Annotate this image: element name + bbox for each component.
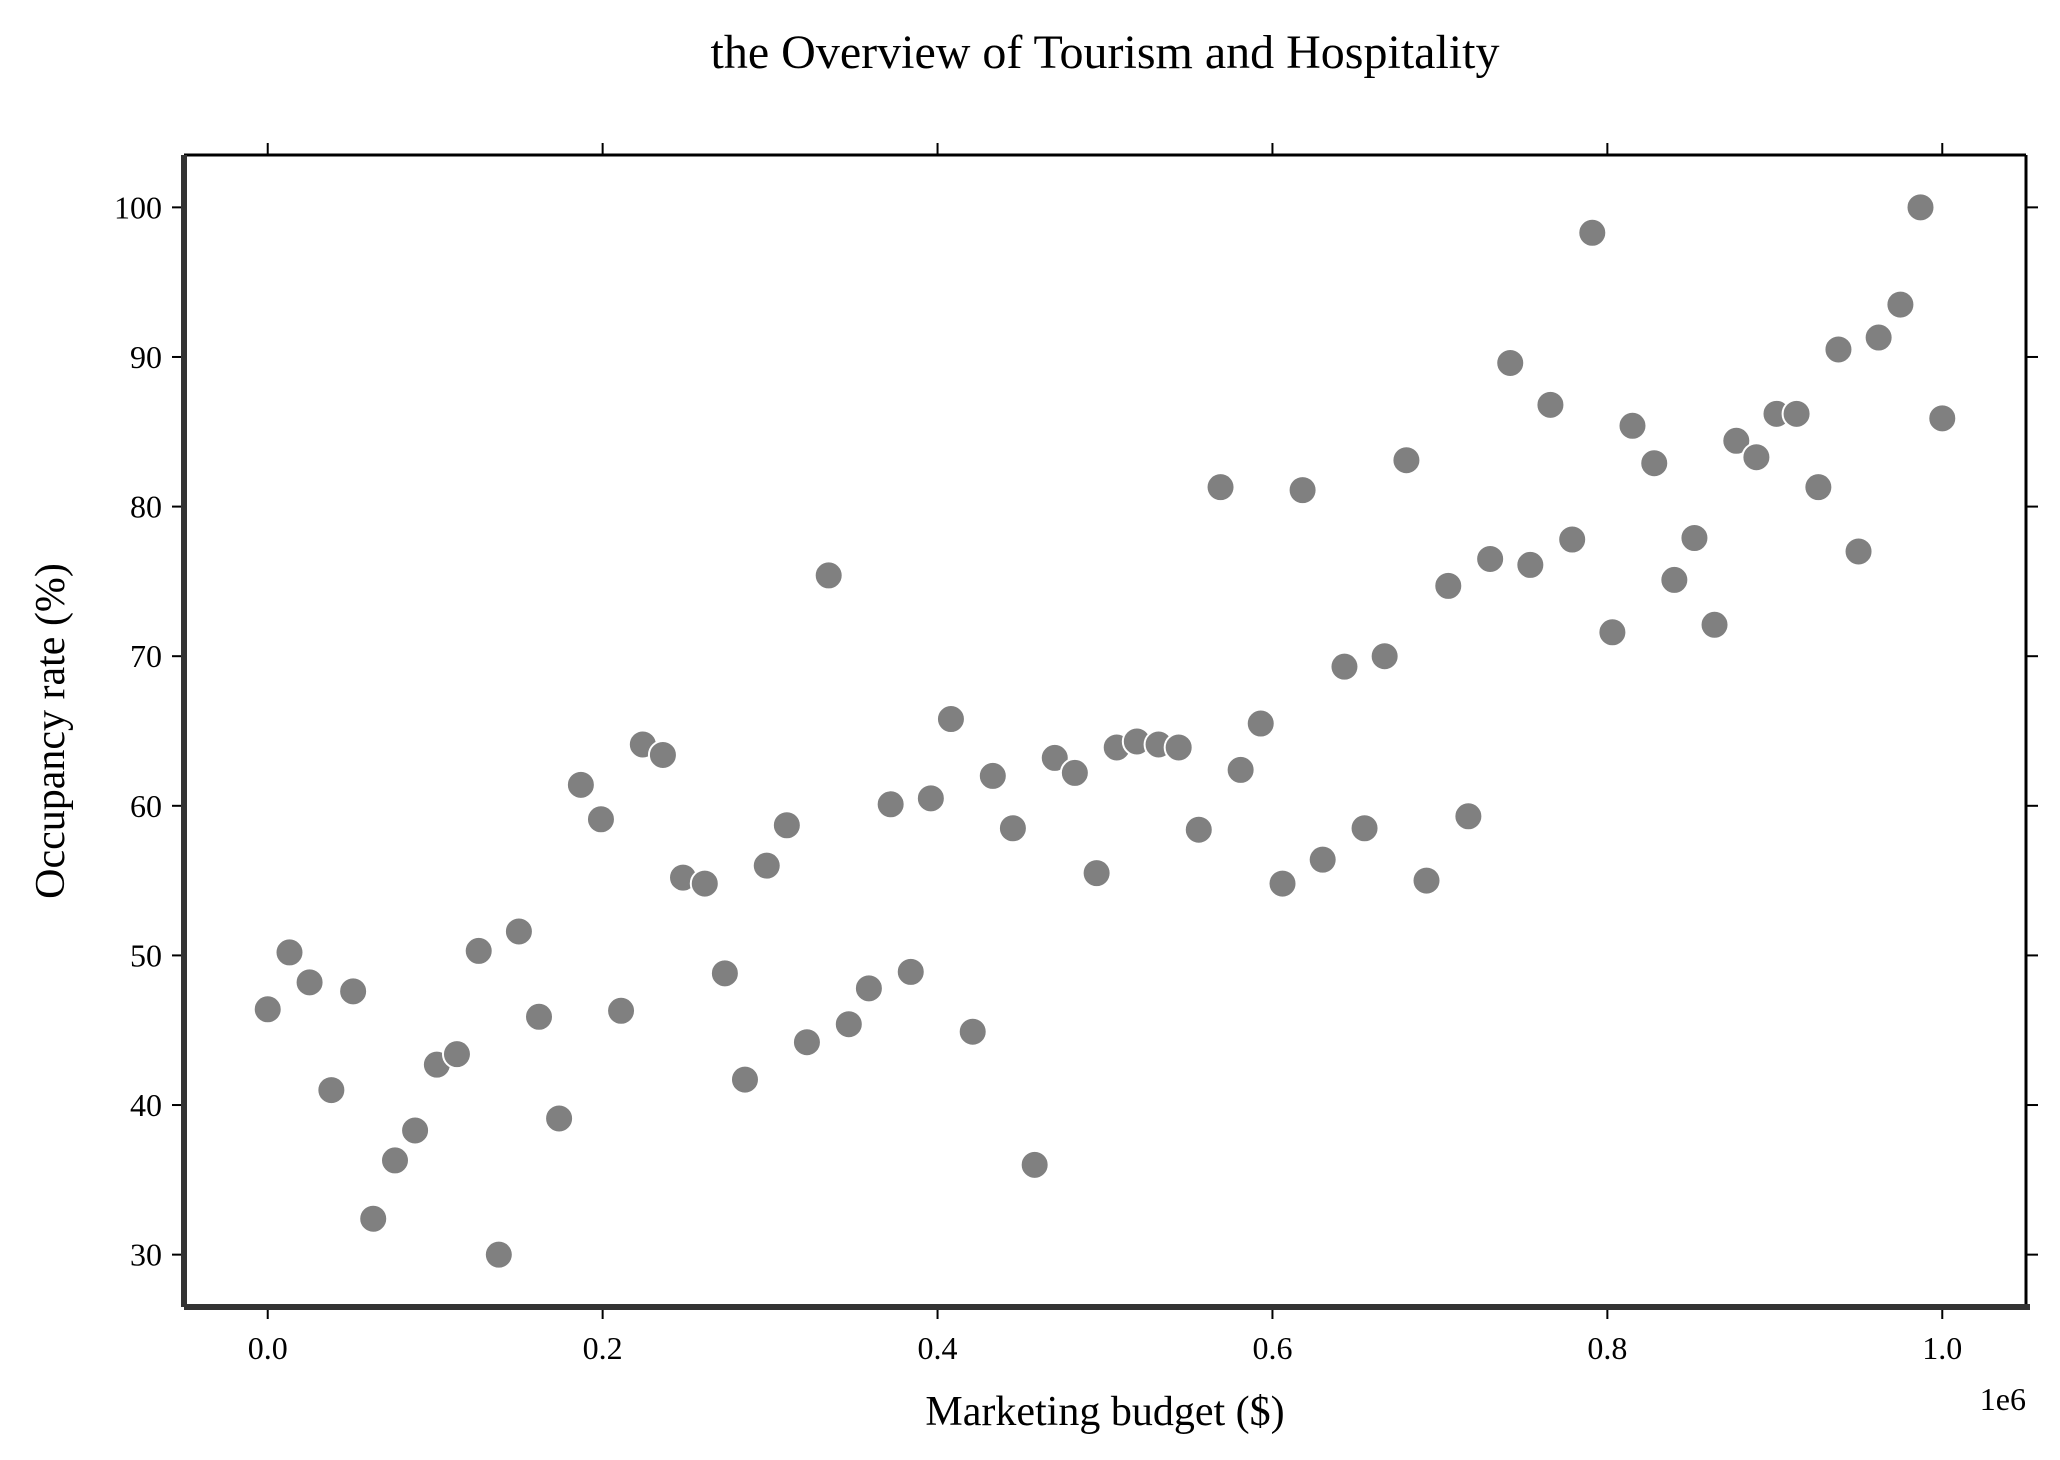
scatter-point <box>294 967 325 998</box>
scatter-point <box>1885 289 1916 320</box>
scatter-point <box>524 1001 555 1032</box>
scatter-point <box>689 868 720 899</box>
scatter-point <box>997 813 1028 844</box>
scatter-point <box>1577 217 1608 248</box>
scatter-point <box>1205 472 1236 503</box>
scatter-point <box>358 1203 389 1234</box>
y-tick-label: 70 <box>130 638 162 674</box>
y-tick-label: 40 <box>130 1087 162 1123</box>
scatter-point <box>1081 858 1112 889</box>
scatter-point <box>252 994 283 1025</box>
ticks-layer: 0.0 0.2 0.4 0.6 0.8 1.0 30 40 50 60 70 80 90 100 <box>114 143 2038 1366</box>
scatter-point <box>1059 757 1090 788</box>
scatter-point <box>483 1239 514 1270</box>
scatter-point <box>1453 801 1484 832</box>
scatter-point <box>1349 813 1380 844</box>
scatter-point <box>316 1075 347 1106</box>
scatter-point <box>1659 564 1690 595</box>
scatter-point <box>875 789 906 820</box>
scatter-point <box>1329 651 1360 682</box>
scatter-point <box>977 760 1008 791</box>
scatter-point <box>1245 708 1276 739</box>
scatter-point <box>1495 347 1526 378</box>
scatter-point <box>1905 192 1936 223</box>
scatter-point <box>1557 524 1588 555</box>
scatter-point <box>1803 472 1834 503</box>
scatter-point <box>1679 523 1710 554</box>
scatter-point <box>1391 445 1422 476</box>
scatter-point <box>1781 398 1812 429</box>
scatter-point <box>1927 403 1958 434</box>
scatter-point <box>441 1039 472 1070</box>
scatter-point <box>1369 641 1400 672</box>
scatter-point <box>771 810 802 841</box>
scatter-point <box>751 850 782 881</box>
scatter-point <box>1741 442 1772 473</box>
scatter-point <box>1639 448 1670 479</box>
y-tick-label: 30 <box>130 1237 162 1273</box>
y-tick-label: 60 <box>130 788 162 824</box>
scatter-point <box>1721 425 1752 456</box>
scatter-point <box>379 1145 410 1176</box>
scatter-point <box>813 560 844 591</box>
scatter-point <box>503 916 534 947</box>
scatter-point <box>1225 754 1256 785</box>
scatter-point <box>544 1103 575 1134</box>
x-axis-label: Marketing budget ($) <box>925 1389 1284 1435</box>
plot-frame <box>181 153 2030 1310</box>
scatter-point <box>1039 742 1070 773</box>
scatter-point <box>729 1064 760 1095</box>
scatter-point <box>1163 732 1194 763</box>
scatter-point <box>1823 334 1854 365</box>
scatter-point <box>1411 865 1442 896</box>
scatter-point <box>400 1115 431 1146</box>
scatter-point <box>1843 536 1874 567</box>
y-tick-label: 90 <box>130 339 162 375</box>
scatter-point <box>1597 617 1628 648</box>
scatter-point <box>833 1009 864 1040</box>
x-axis-offset-label: 1e6 <box>1980 1381 2026 1417</box>
scatter-point <box>463 935 494 966</box>
y-tick-label: 80 <box>130 489 162 525</box>
scatter-point <box>647 739 678 770</box>
scatter-point <box>606 995 637 1026</box>
scatter-point <box>1307 844 1338 875</box>
scatter-point <box>1699 609 1730 640</box>
scatter-point <box>791 1027 822 1058</box>
scatter-point <box>585 804 616 835</box>
scatter-point <box>1863 322 1894 353</box>
scatter-point <box>1267 868 1298 899</box>
scatter-point <box>338 976 369 1007</box>
scatter-point <box>1515 549 1546 580</box>
x-tick-label: 0.4 <box>918 1330 958 1366</box>
points-layer <box>252 192 1958 1270</box>
scatter-point <box>709 958 740 989</box>
scatter-point <box>565 769 596 800</box>
scatter-point <box>1535 389 1566 420</box>
scatter-point <box>1183 814 1214 845</box>
scatter-point <box>1475 543 1506 574</box>
x-tick-label: 0.0 <box>248 1330 288 1366</box>
x-tick-label: 0.8 <box>1587 1330 1627 1366</box>
y-tick-label: 100 <box>114 189 162 225</box>
scatter-point <box>1019 1149 1050 1180</box>
scatter-point <box>1617 410 1648 441</box>
x-tick-label: 0.2 <box>583 1330 623 1366</box>
scatter-point <box>274 937 305 968</box>
scatter-point <box>957 1016 988 1047</box>
x-tick-label: 0.6 <box>1252 1330 1292 1366</box>
scatter-point <box>935 704 966 735</box>
chart-title: the Overview of Tourism and Hospitality <box>711 26 1500 79</box>
scatter-point <box>1433 570 1464 601</box>
scatter-point <box>895 956 926 987</box>
scatter-point <box>1287 475 1318 506</box>
scatter-point <box>853 973 884 1004</box>
x-tick-label: 1.0 <box>1922 1330 1962 1366</box>
y-tick-label: 50 <box>130 937 162 973</box>
y-axis-label: Occupancy rate (%) <box>28 563 74 899</box>
scatter-point <box>915 783 946 814</box>
